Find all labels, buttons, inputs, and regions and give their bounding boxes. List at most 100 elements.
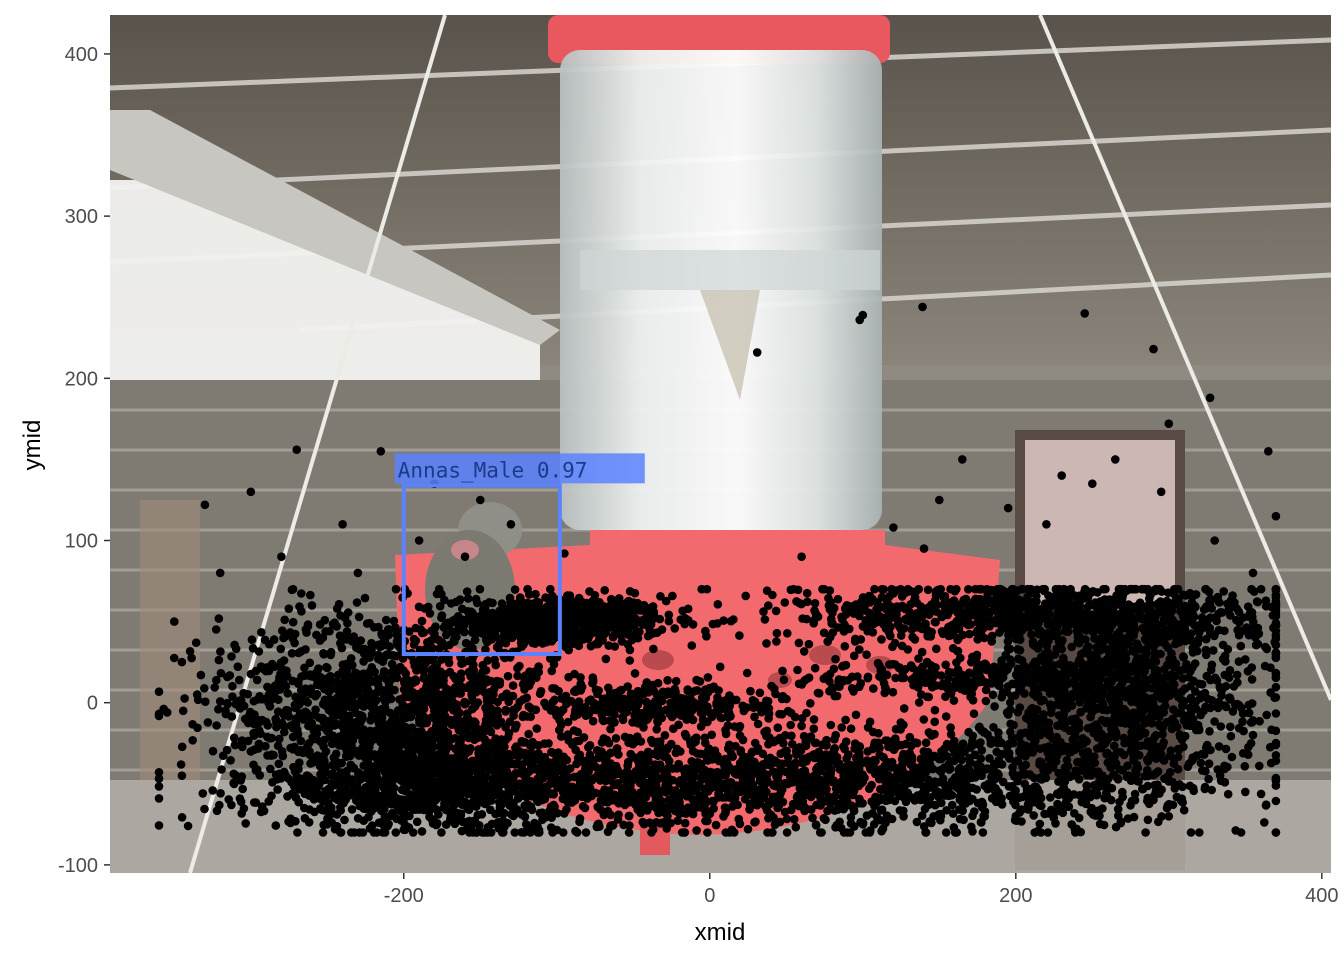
data-point (360, 752, 370, 762)
data-point (252, 765, 262, 774)
data-point (214, 655, 224, 665)
data-point (258, 802, 267, 811)
data-point (354, 790, 363, 800)
data-point (427, 754, 437, 763)
data-point (745, 805, 754, 814)
data-point (247, 635, 257, 644)
data-point (825, 586, 835, 595)
data-point (263, 721, 273, 730)
data-point (680, 818, 690, 828)
data-point (346, 680, 356, 690)
data-point (514, 617, 523, 627)
data-point (154, 774, 164, 783)
data-point (180, 694, 189, 703)
data-point (562, 635, 572, 645)
data-point (657, 625, 667, 634)
data-point (513, 671, 522, 681)
data-point (200, 684, 209, 693)
data-point (193, 723, 202, 733)
data-point (469, 720, 479, 729)
data-point (833, 594, 843, 604)
data-point (273, 741, 283, 751)
data-point (538, 632, 547, 642)
data-point (760, 615, 770, 624)
data-point (288, 676, 298, 686)
data-point (1247, 584, 1256, 594)
data-point (354, 768, 363, 777)
data-point (547, 747, 556, 757)
data-point (254, 647, 264, 656)
data-point (444, 658, 454, 668)
data-point (751, 817, 760, 826)
data-point (837, 612, 846, 622)
data-point (323, 726, 332, 736)
data-point (583, 761, 592, 771)
data-point (408, 828, 418, 837)
data-point (300, 814, 310, 823)
data-point (461, 638, 471, 648)
data-point (523, 757, 532, 766)
data-point (429, 701, 438, 710)
data-point (359, 649, 369, 659)
data-point (450, 704, 460, 713)
data-point (531, 589, 540, 599)
data-point (504, 797, 514, 807)
data-point (339, 714, 348, 724)
data-point (600, 586, 609, 595)
data-point (243, 736, 253, 746)
data-point (544, 607, 554, 617)
data-point (354, 612, 364, 622)
data-point (494, 824, 504, 833)
data-point (808, 813, 817, 823)
data-point (450, 762, 459, 771)
data-point (476, 671, 485, 680)
data-point (1234, 607, 1244, 617)
data-point (532, 724, 542, 733)
data-point (231, 644, 241, 654)
data-point (415, 785, 424, 794)
data-point (391, 584, 401, 594)
data-point (888, 642, 897, 652)
data-point (651, 772, 660, 781)
data-point (435, 644, 444, 654)
data-point (187, 653, 196, 663)
data-point (478, 753, 488, 763)
data-point (273, 707, 283, 716)
data-point (275, 734, 284, 744)
data-point (214, 614, 224, 623)
data-point (573, 753, 583, 763)
data-point (313, 724, 322, 733)
data-point (446, 599, 456, 608)
data-point (562, 791, 571, 800)
data-point (815, 828, 825, 837)
data-point (557, 732, 566, 741)
data-point (886, 622, 895, 631)
data-point (501, 637, 510, 647)
data-point (537, 626, 547, 636)
data-point (647, 612, 656, 622)
data-point (427, 636, 436, 645)
data-point (528, 619, 538, 628)
data-point (482, 637, 492, 647)
data-point (271, 821, 281, 830)
data-point (436, 771, 446, 780)
data-point (595, 598, 604, 607)
data-point (590, 591, 600, 600)
data-point (404, 799, 414, 808)
data-point (562, 805, 571, 814)
data-point (313, 751, 322, 760)
data-point (372, 726, 381, 735)
data-point (914, 623, 924, 632)
data-point (804, 639, 814, 649)
data-point (368, 710, 378, 719)
data-point (576, 778, 585, 787)
data-point (427, 674, 437, 683)
data-point (322, 674, 332, 683)
data-point (461, 744, 471, 754)
data-point (337, 735, 347, 744)
data-point (196, 670, 206, 680)
data-point (541, 782, 551, 792)
data-point (478, 629, 487, 638)
data-point (766, 810, 776, 820)
data-point (360, 593, 370, 603)
